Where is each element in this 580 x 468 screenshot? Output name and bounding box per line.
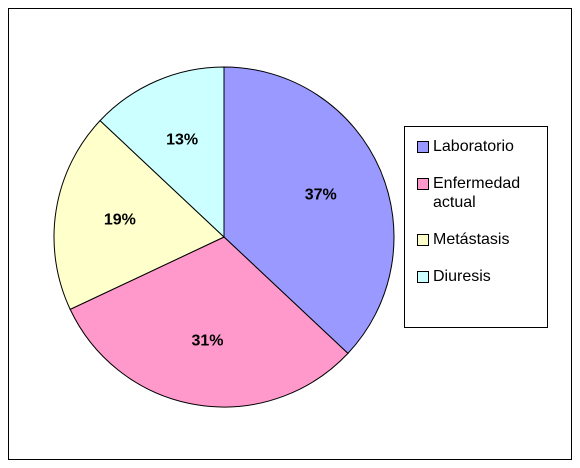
- legend-swatch: [417, 178, 429, 190]
- legend-swatch: [417, 271, 429, 283]
- pie-slice: [69, 236, 349, 408]
- legend-entry: Diuresis: [417, 267, 543, 286]
- pie-slice: [53, 119, 225, 311]
- legend-entry: Enfermedad actual: [417, 174, 543, 212]
- data-label: 19%: [104, 212, 136, 229]
- legend-label: Enfermedad actual: [433, 175, 521, 211]
- legend-label: Laboratorio: [433, 138, 514, 155]
- legend-entry: Metástasis: [417, 230, 543, 249]
- legend-entry: Laboratorio: [417, 137, 543, 156]
- legend-label: Metástasis: [433, 231, 510, 248]
- legend-label: Diuresis: [433, 268, 491, 285]
- data-label: 13%: [166, 131, 198, 148]
- legend-swatch: [417, 234, 429, 246]
- legend: Laboratorio Enfermedad actual Metástasis Di…: [404, 126, 548, 328]
- pie-slice: [99, 66, 225, 239]
- data-label: 37%: [305, 186, 337, 203]
- legend-swatch: [417, 141, 429, 153]
- pie-slice: [223, 66, 395, 355]
- data-label: 31%: [191, 332, 223, 349]
